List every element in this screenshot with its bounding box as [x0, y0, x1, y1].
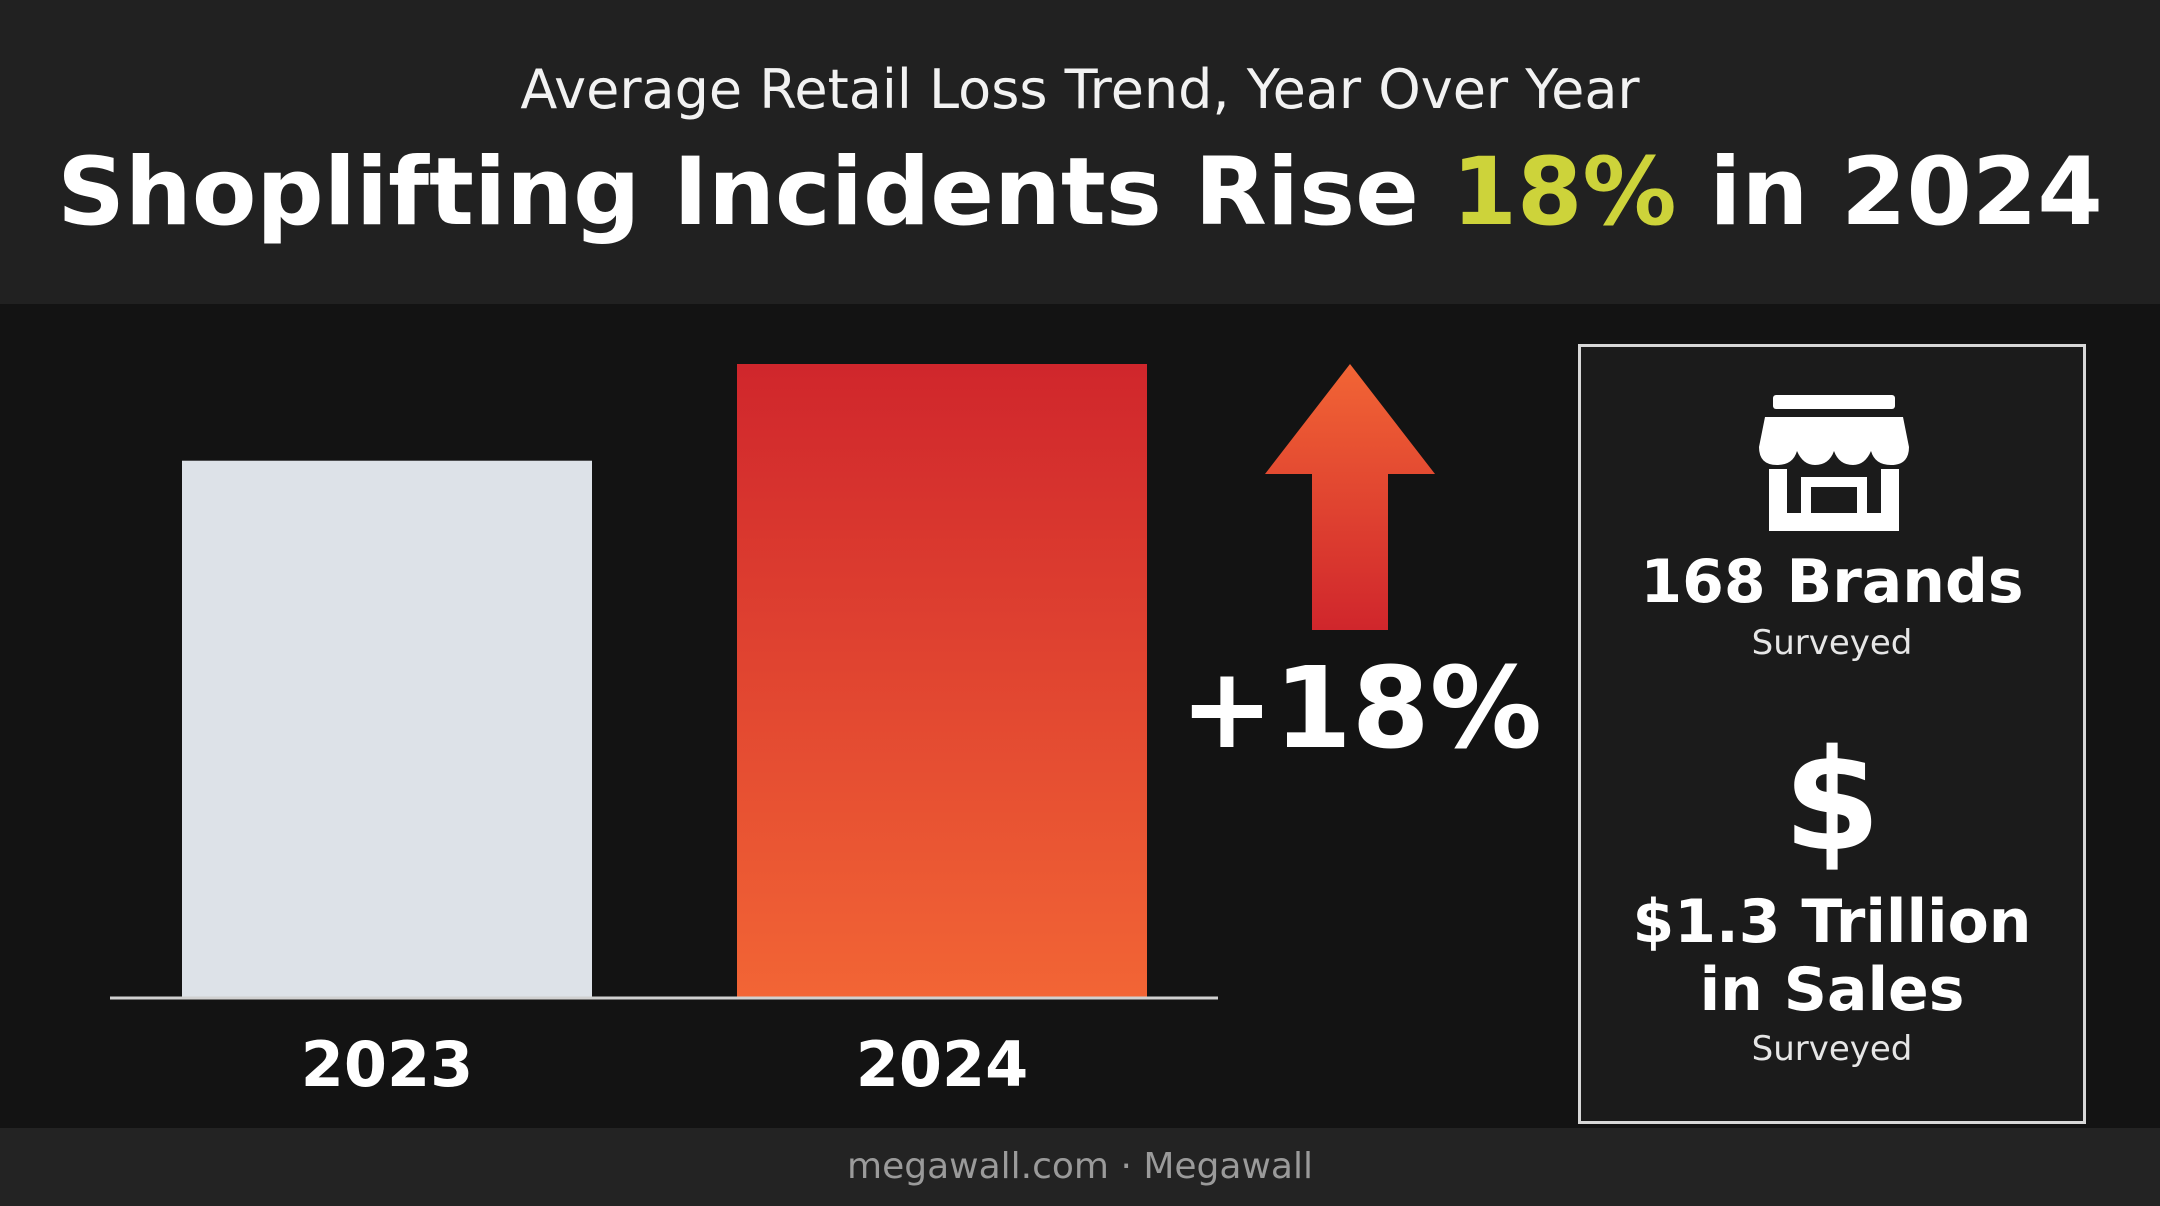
- sales-subtitle: Surveyed: [1751, 1029, 1913, 1069]
- title-highlight: 18%: [1451, 138, 1677, 247]
- title-text-start: Shoplifting Incidents Rise: [57, 138, 1452, 247]
- dollar-icon: $: [1783, 720, 1881, 883]
- up-arrow-icon: [1265, 364, 1435, 630]
- sales-label: in Sales: [1699, 955, 1965, 1025]
- bar-2023: [182, 460, 592, 998]
- chart-title: Shoplifting Incidents Rise 18% in 2024: [0, 138, 2160, 247]
- brands-subtitle: Surveyed: [1751, 623, 1913, 663]
- bar-2024: [737, 364, 1147, 998]
- x-tick-label: 2024: [856, 1028, 1029, 1101]
- sales-amount: $1.3 Trillion: [1632, 887, 2032, 957]
- chart-subtitle: Average Retail Loss Trend, Year Over Yea…: [520, 58, 1640, 121]
- brands-count: 168 Brands: [1640, 547, 2024, 617]
- change-percent-label: +18%: [1180, 644, 1542, 774]
- x-tick-label: 2023: [301, 1028, 474, 1101]
- stats-panel: 168 Brands Surveyed $ $1.3 Trillion in S…: [1578, 344, 2086, 1124]
- store-icon: [1759, 395, 1909, 531]
- header: Average Retail Loss Trend, Year Over Yea…: [0, 0, 2160, 304]
- title-text-end: in 2024: [1676, 138, 2103, 247]
- footer-credit: megawall.com · Megawall: [847, 1146, 1313, 1187]
- bar-chart: 2023 2024: [110, 364, 1435, 1101]
- footer: megawall.com · Megawall: [0, 1128, 2160, 1206]
